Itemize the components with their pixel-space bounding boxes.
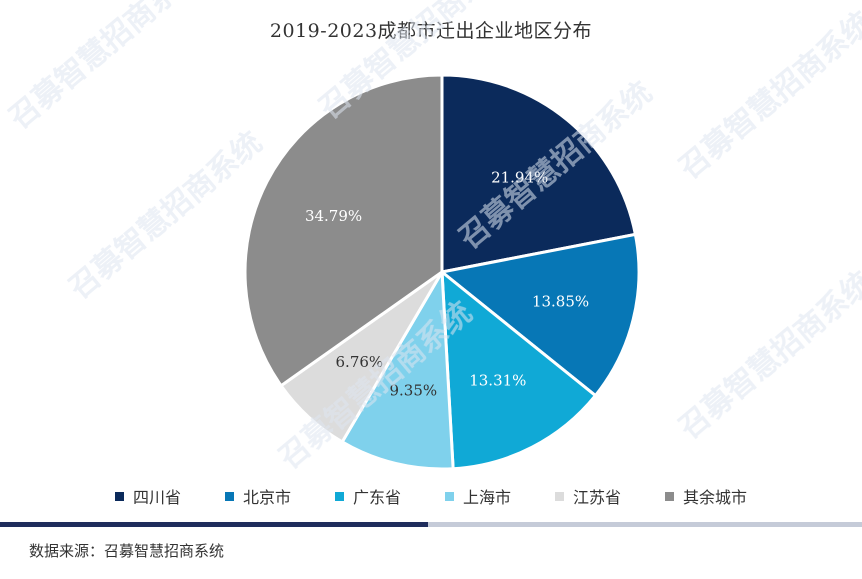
legend: 四川省 北京市 广东省 上海市 江苏省 其余城市 — [0, 484, 862, 508]
pie-slice — [340, 266, 455, 471]
legend-swatch — [445, 491, 454, 501]
slice-label: 9.35% — [389, 382, 437, 400]
pie-slice — [440, 268, 598, 471]
footer-rule-dark — [0, 522, 428, 527]
chart-title: 2019-2023成都市迁出企业地区分布 — [269, 20, 593, 42]
legend-swatch — [555, 491, 565, 501]
legend-item: 广东省 — [334, 484, 401, 508]
slice-label: 21.94% — [491, 169, 548, 187]
pie-slice — [243, 73, 444, 388]
legend-item: 上海市 — [445, 484, 511, 508]
legend-label: 江苏省 — [573, 488, 622, 507]
legend-label: 上海市 — [463, 488, 512, 507]
legend-label: 北京市 — [242, 488, 291, 507]
slice-label: 13.31% — [469, 372, 526, 390]
footer-rule-light — [428, 522, 862, 527]
pie-slice — [438, 232, 641, 398]
legend-swatch — [114, 491, 124, 501]
slice-label: 6.76% — [336, 353, 384, 371]
data-source: 数据来源：召募智慧招商系统 — [29, 542, 225, 560]
legend-swatch — [665, 491, 675, 501]
legend-swatch — [334, 491, 344, 501]
legend-label: 其余城市 — [683, 488, 748, 507]
slice-label: 13.85% — [532, 292, 589, 310]
legend-item: 北京市 — [224, 484, 291, 508]
legend-label: 广东省 — [352, 488, 401, 507]
legend-label: 四川省 — [132, 488, 181, 507]
legend-item: 江苏省 — [555, 484, 621, 508]
slice-label: 34.79% — [305, 207, 362, 225]
legend-item: 其余城市 — [665, 484, 747, 508]
legend-item: 四川省 — [114, 484, 181, 508]
pie-slice — [440, 73, 638, 274]
legend-swatch — [224, 491, 234, 501]
